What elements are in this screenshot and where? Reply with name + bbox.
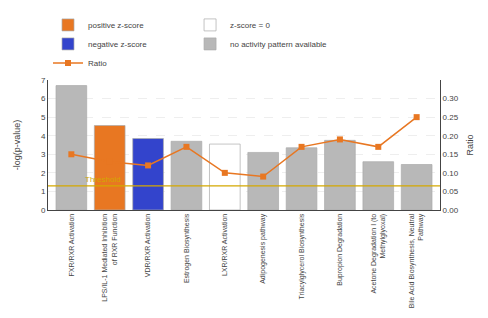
svg-text:Bile Acid Biosynthesis, Neutra: Bile Acid Biosynthesis, NeutralPathway	[408, 213, 425, 308]
svg-text:4: 4	[41, 132, 46, 141]
svg-text:3: 3	[41, 150, 46, 159]
svg-text:Adipogenesis pathway: Adipogenesis pathway	[259, 213, 267, 284]
svg-text:7: 7	[41, 76, 46, 85]
svg-text:5: 5	[41, 113, 46, 122]
svg-text:0.20: 0.20	[443, 132, 459, 141]
svg-text:2: 2	[41, 169, 46, 178]
svg-text:z-score = 0: z-score = 0	[230, 21, 270, 30]
svg-text:Ratio: Ratio	[465, 134, 475, 155]
svg-text:0.00: 0.00	[443, 206, 459, 215]
svg-text:Bupropion Degradation: Bupropion Degradation	[336, 214, 344, 286]
svg-text:Estrogen Biosynthesis: Estrogen Biosynthesis	[183, 213, 191, 283]
svg-text:6: 6	[41, 94, 46, 103]
svg-text:Acetone Degradation I (toMethy: Acetone Degradation I (toMethylglyoxal)	[370, 214, 387, 294]
svg-text:Ratio: Ratio	[88, 59, 107, 68]
svg-text:-log(p-value): -log(p-value)	[12, 120, 22, 171]
svg-text:negative z-score: negative z-score	[88, 40, 147, 49]
svg-text:FXR/RXR Activation: FXR/RXR Activation	[68, 214, 75, 277]
svg-text:1: 1	[41, 187, 46, 196]
svg-text:LXR/RXR Activation: LXR/RXR Activation	[221, 214, 228, 276]
svg-text:0: 0	[41, 206, 46, 215]
svg-text:0.05: 0.05	[443, 187, 459, 196]
svg-text:0.25: 0.25	[443, 113, 459, 122]
svg-text:Threshold: Threshold	[85, 175, 121, 184]
svg-text:0.30: 0.30	[443, 94, 459, 103]
svg-text:VDR/RXR Activation: VDR/RXR Activation	[144, 214, 151, 278]
svg-text:no activity pattern available: no activity pattern available	[230, 40, 327, 49]
svg-text:LPS/IL-1 Mediated Inhibitionof: LPS/IL-1 Mediated Inhibitionof RXR Funct…	[101, 214, 117, 302]
svg-text:Triacylglycerol Biosynthesis: Triacylglycerol Biosynthesis	[298, 213, 306, 299]
svg-text:positive z-score: positive z-score	[88, 21, 144, 30]
svg-text:0.15: 0.15	[443, 150, 459, 159]
svg-text:0.10: 0.10	[443, 169, 459, 178]
